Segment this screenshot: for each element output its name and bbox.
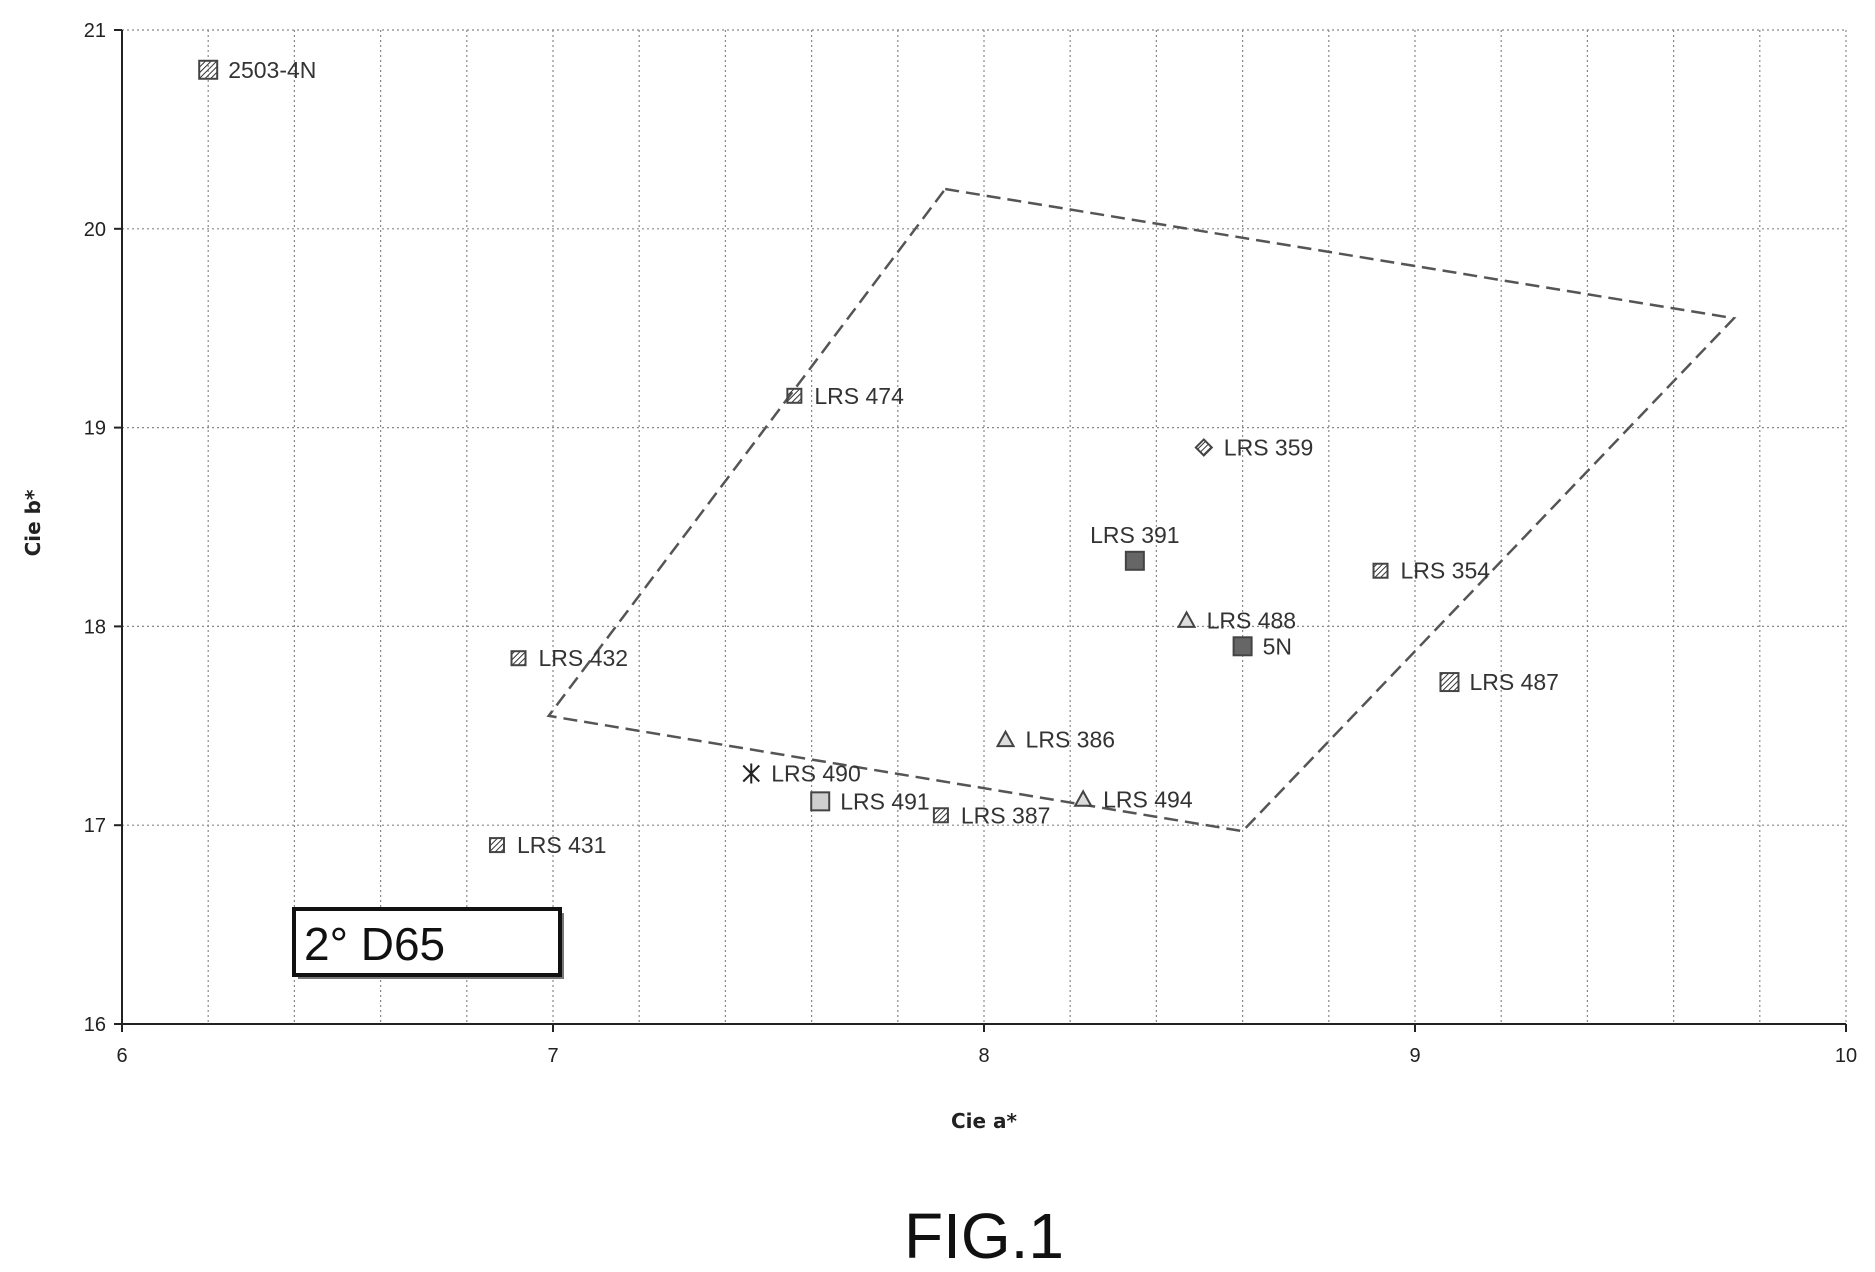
data-point: LRS 432 — [512, 645, 629, 671]
marker-square — [934, 808, 948, 822]
point-label: LRS 387 — [961, 802, 1051, 828]
data-point: 2503-4N — [199, 57, 316, 83]
point-label: LRS 354 — [1401, 558, 1491, 584]
annotation-label: 2° D65 — [304, 918, 445, 970]
marker-square — [787, 389, 801, 403]
region-outline — [549, 189, 1734, 831]
marker-diamond — [1196, 439, 1212, 455]
y-tick-label: 16 — [84, 1014, 106, 1036]
x-tick-label: 9 — [1409, 1045, 1420, 1067]
marker-star — [743, 764, 759, 784]
data-point: 5N — [1234, 633, 1292, 659]
x-tick-label: 8 — [978, 1045, 989, 1067]
marker-square — [1374, 564, 1388, 578]
data-point: LRS 386 — [998, 727, 1116, 753]
marker-square — [1234, 637, 1252, 655]
point-label: LRS 359 — [1224, 434, 1314, 460]
point-label: 2503-4N — [228, 57, 316, 83]
point-label: LRS 487 — [1469, 669, 1559, 695]
point-label: LRS 391 — [1090, 522, 1180, 548]
marker-square — [199, 61, 217, 79]
marker-triangle — [1179, 612, 1195, 626]
data-point: LRS 491 — [811, 788, 930, 814]
data-point: LRS 354 — [1374, 558, 1491, 584]
data-point: LRS 391 — [1090, 522, 1180, 570]
region-polygon — [549, 189, 1734, 831]
data-point: LRS 487 — [1440, 669, 1559, 695]
marker-square — [811, 792, 829, 810]
data-point: LRS 431 — [490, 832, 607, 858]
marker-square — [512, 651, 526, 665]
x-tick-label: 10 — [1835, 1045, 1857, 1067]
point-label: LRS 494 — [1103, 786, 1193, 812]
point-label: LRS 491 — [840, 788, 930, 814]
data-point: LRS 490 — [743, 761, 861, 787]
data-point: LRS 387 — [934, 802, 1051, 828]
x-tick-label: 7 — [547, 1045, 558, 1067]
marker-triangle — [1075, 791, 1091, 805]
data-point: LRS 494 — [1075, 786, 1193, 812]
y-tick-label: 18 — [84, 616, 106, 638]
marker-square — [490, 838, 504, 852]
y-tick-label: 17 — [84, 815, 106, 837]
point-label: LRS 432 — [539, 645, 629, 671]
y-axis-title: Cie b* — [21, 489, 45, 556]
point-label: LRS 488 — [1207, 607, 1297, 633]
x-axis-title: Cie a* — [951, 1109, 1018, 1133]
marker-triangle — [998, 732, 1014, 746]
data-point: LRS 474 — [787, 383, 904, 409]
annotation-box: 2° D65 — [294, 909, 564, 979]
point-label: LRS 431 — [517, 832, 607, 858]
y-tick-label: 21 — [84, 20, 106, 42]
point-label: LRS 490 — [771, 761, 861, 787]
marker-square — [1126, 552, 1144, 570]
grid — [122, 30, 1846, 1024]
figure-label: FIG.1 — [904, 1200, 1064, 1272]
data-point: LRS 359 — [1196, 434, 1314, 460]
x-tick-label: 6 — [116, 1045, 127, 1067]
point-label: LRS 386 — [1026, 727, 1116, 753]
y-tick-label: 20 — [84, 219, 106, 241]
point-label: 5N — [1263, 633, 1292, 659]
data-point: LRS 488 — [1179, 607, 1297, 633]
point-label: LRS 474 — [814, 383, 904, 409]
y-tick-label: 19 — [84, 418, 106, 440]
marker-square — [1440, 673, 1458, 691]
data-points: 2503-4N LRS 474 LRS 359 LRS 391 LRS 354 LRS 4… — [199, 57, 1559, 858]
